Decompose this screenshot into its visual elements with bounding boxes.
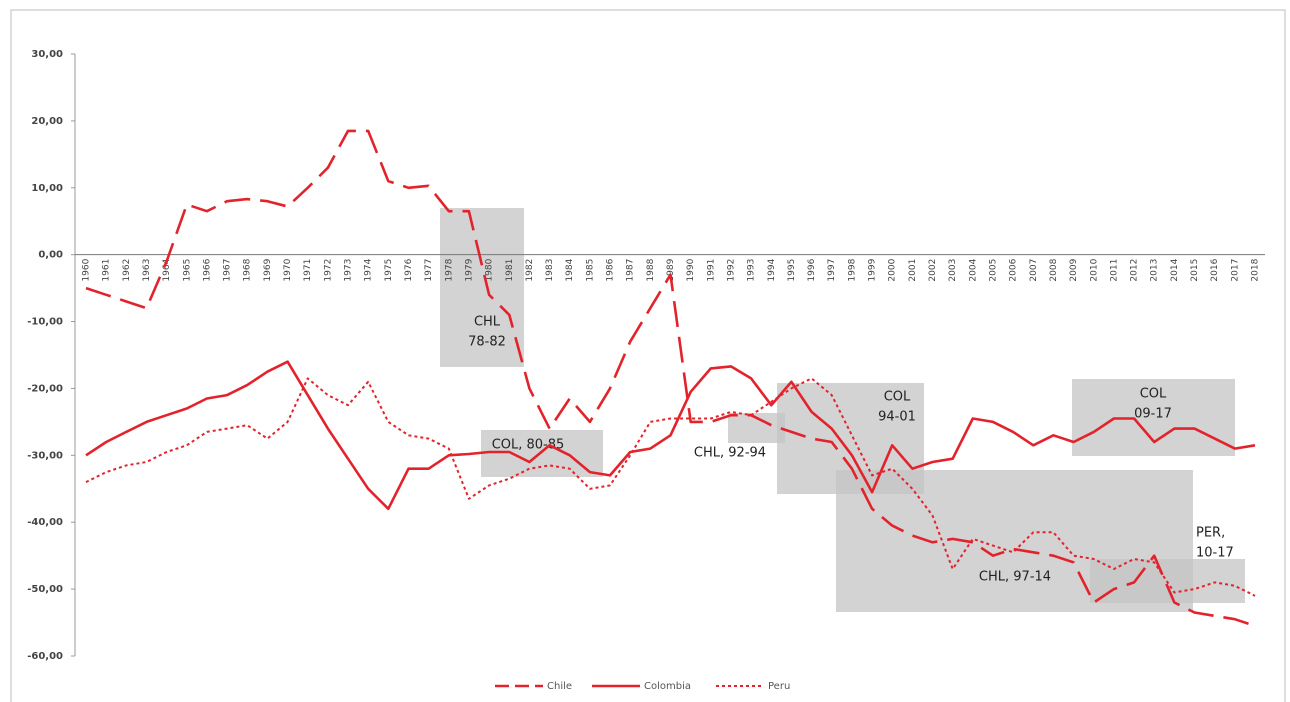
x-tick-label: 2018 xyxy=(1251,258,1261,281)
series-line xyxy=(85,360,1256,511)
x-tick-label: 1967 xyxy=(223,259,233,282)
x-tick-label: 2008 xyxy=(1049,258,1059,281)
legend-label: Chile xyxy=(547,681,572,692)
x-tick-label: 1975 xyxy=(384,259,394,282)
x-tick-label: 2015 xyxy=(1190,259,1200,282)
annotation-label: COL xyxy=(884,390,911,405)
x-tick-label: 2016 xyxy=(1210,258,1220,281)
x-tick-label: 1981 xyxy=(505,259,515,282)
legend: Chile Colombia Peru xyxy=(495,681,790,692)
x-tick-label: 1962 xyxy=(122,259,132,282)
y-tick-label: -20,00 xyxy=(27,383,63,394)
x-tick-label: 1976 xyxy=(404,258,414,281)
x-tick-label: 1996 xyxy=(807,258,817,281)
y-tick-label: -60,00 xyxy=(27,651,63,662)
x-tick-label: 1963 xyxy=(142,259,152,282)
x-tick-label: 2006 xyxy=(1009,258,1019,281)
x-tick-label: 2005 xyxy=(988,259,998,282)
x-tick-label: 2002 xyxy=(928,259,938,282)
x-tick-label: 1984 xyxy=(565,258,575,281)
annotation-label: PER, xyxy=(1196,526,1225,541)
annotation-label: 10-17 xyxy=(1196,546,1234,561)
x-tick-label: 1973 xyxy=(344,259,354,282)
x-tick-label: 1982 xyxy=(525,259,535,282)
x-tick-label: 2003 xyxy=(948,259,958,282)
legend-label: Colombia xyxy=(644,681,691,692)
x-tick-label: 2013 xyxy=(1150,259,1160,282)
x-tick-label: 1989 xyxy=(666,258,676,281)
x-tick-label: 1960 xyxy=(82,258,92,281)
annotation-label: COL, 80-85 xyxy=(492,438,565,453)
x-tick-label: 1979 xyxy=(464,258,474,281)
annotations xyxy=(440,208,1245,612)
x-tick-label: 1970 xyxy=(283,258,293,281)
legend-label: Peru xyxy=(768,681,790,692)
series-line xyxy=(85,129,1256,628)
x-tick-label: 1965 xyxy=(182,259,192,282)
x-tick-label: 2010 xyxy=(1089,258,1099,281)
x-tick-label: 1972 xyxy=(323,259,333,282)
x-tick-label: 1971 xyxy=(303,259,313,282)
highlight-box xyxy=(440,208,524,367)
x-tick-label: 1993 xyxy=(747,259,757,282)
x-tick-label: 1978 xyxy=(444,258,454,281)
x-tick-label: 1974 xyxy=(364,258,374,281)
x-tick-label: 1995 xyxy=(787,259,797,282)
series-line xyxy=(85,377,1256,597)
x-tick-label: 1999 xyxy=(868,258,878,281)
x-tick-label: 2004 xyxy=(968,258,978,281)
x-tick-label: 1998 xyxy=(847,258,857,281)
x-tick-label: 2001 xyxy=(908,259,918,282)
x-tick-label: 1990 xyxy=(686,258,696,281)
x-tick-label: 1987 xyxy=(626,259,636,282)
y-tick-label: -50,00 xyxy=(27,584,63,595)
y-tick-label: 20,00 xyxy=(31,116,63,127)
x-tick-label: 1986 xyxy=(606,258,616,281)
x-tick-label: 1997 xyxy=(827,259,837,282)
y-tick-label: -30,00 xyxy=(27,450,63,461)
x-tick-label: 1991 xyxy=(706,259,716,282)
highlight-box xyxy=(1072,379,1235,456)
x-tick-label: 1969 xyxy=(263,258,273,281)
annotation-label: 09-17 xyxy=(1134,407,1172,422)
x-tick-label: 1992 xyxy=(726,259,736,282)
x-tick-label: 2017 xyxy=(1230,259,1240,282)
x-tick-label: 1980 xyxy=(485,258,495,281)
y-tick-label: -40,00 xyxy=(27,517,63,528)
highlight-box xyxy=(481,430,603,477)
x-tick-label: 1985 xyxy=(585,259,595,282)
y-tick-label: -10,00 xyxy=(27,317,63,328)
x-tick-label: 1988 xyxy=(646,258,656,281)
x-tick-label: 2012 xyxy=(1130,259,1140,282)
x-tick-label: 1994 xyxy=(767,258,777,281)
x-tick-label: 1966 xyxy=(202,258,212,281)
annotation-label: 94-01 xyxy=(878,410,916,425)
x-tick-label: 2011 xyxy=(1109,259,1119,282)
x-tick-label: 2000 xyxy=(888,258,898,281)
annotation-label: CHL, 97-14 xyxy=(979,570,1051,585)
y-tick-label: 30,00 xyxy=(31,49,63,60)
y-tick-label: 0,00 xyxy=(38,250,63,261)
x-tick-label: 2007 xyxy=(1029,259,1039,282)
x-tick-label: 2009 xyxy=(1069,258,1079,281)
x-tick-label: 2014 xyxy=(1170,258,1180,281)
x-tick-label: 1968 xyxy=(243,258,253,281)
y-tick-label: 10,00 xyxy=(31,183,63,194)
annotation-label: CHL, 92-94 xyxy=(694,446,766,461)
x-tick-label: 1983 xyxy=(545,259,555,282)
x-tick-label: 1977 xyxy=(424,259,434,282)
annotation-label: CHL xyxy=(474,315,501,330)
x-tick-label: 1964 xyxy=(162,258,172,281)
x-tick-label: 1961 xyxy=(102,259,112,282)
annotation-label: 78-82 xyxy=(468,335,506,350)
annotation-label: COL xyxy=(1140,387,1167,402)
